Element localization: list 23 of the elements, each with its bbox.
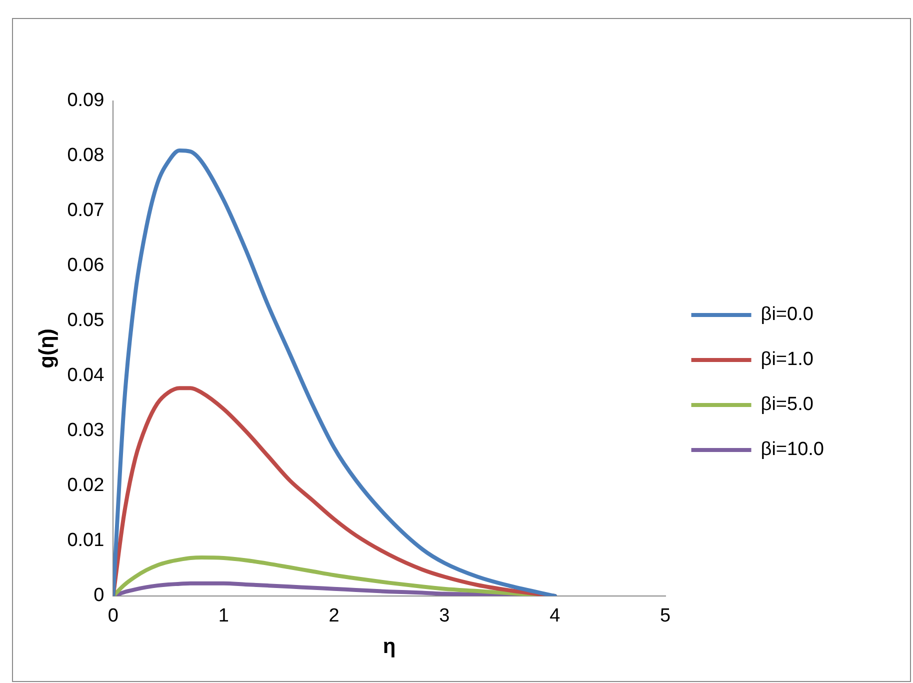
- y-tick-label: 0.09: [67, 90, 104, 112]
- legend-label: βi=10.0: [760, 439, 824, 460]
- x-tick-label: 3: [439, 606, 450, 627]
- x-axis-title: η: [382, 635, 396, 658]
- y-tick-label: 0.03: [67, 420, 104, 442]
- x-tick-label: 1: [218, 606, 229, 627]
- legend-label: βi=5.0: [760, 394, 814, 416]
- line-series: [113, 148, 557, 596]
- x-tick-label: 0: [108, 606, 118, 627]
- x-tick-label: 5: [660, 606, 671, 627]
- y-tick-label: 0: [94, 585, 104, 606]
- y-tick-label: 0.07: [67, 200, 104, 222]
- y-tick-label: 0.04: [67, 365, 105, 386]
- legend-label: βi=1.0: [760, 349, 814, 370]
- y-axis-title: g(η): [35, 328, 58, 368]
- x-tick-label: 2: [328, 606, 340, 627]
- legend-label: βi=0.0: [760, 304, 814, 326]
- y-tick-label: 0.06: [67, 255, 104, 276]
- y-tick-label: 0.05: [67, 310, 104, 332]
- y-tick-label: 0.02: [67, 475, 104, 496]
- x-tick-label: 4: [550, 606, 561, 627]
- y-tick-label: 0.01: [67, 530, 104, 552]
- y-tick-label: 0.08: [67, 145, 104, 166]
